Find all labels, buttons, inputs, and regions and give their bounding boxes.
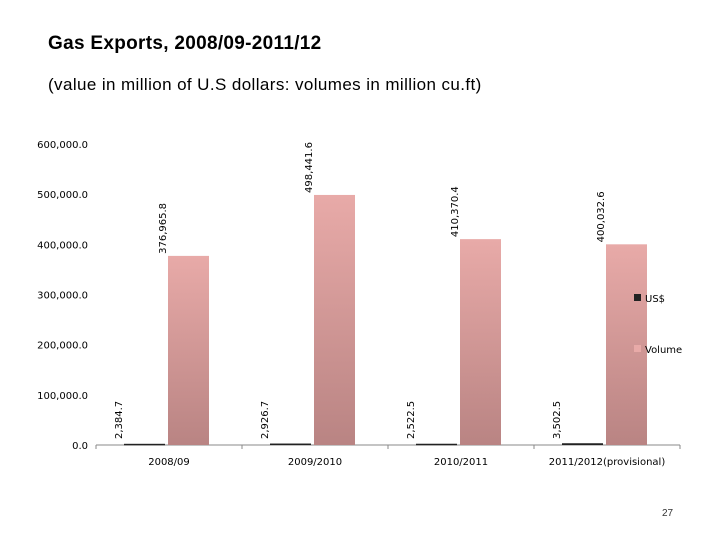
- y-tick-label: 200,000.0: [37, 341, 88, 352]
- y-tick-label: 400,000.0: [37, 240, 88, 251]
- y-tick-label: 600,000.0: [37, 140, 88, 151]
- us-bar: [416, 443, 457, 446]
- us-data-label: 2,522.5: [406, 401, 417, 439]
- slide-title: Gas Exports, 2008/09-2011/12: [48, 33, 322, 54]
- us-data-label: 3,502.5: [552, 401, 563, 439]
- us-data-label: 2,384.7: [114, 401, 125, 439]
- volume-data-label: 400,032.6: [596, 191, 607, 242]
- us-bar: [562, 443, 603, 445]
- y-tick-label: 100,000.0: [37, 391, 88, 402]
- volume-bar: [460, 239, 501, 445]
- volume-data-label: 410,370.4: [450, 186, 461, 237]
- volume-bar: [314, 194, 355, 445]
- x-category-label: 2010/2011: [434, 457, 488, 468]
- volume-bar: [606, 244, 647, 445]
- y-tick-label: 500,000.0: [37, 190, 88, 201]
- slide-subtitle: (value in million of U.S dollars: volume…: [48, 75, 482, 94]
- y-tick-label: 0.0: [72, 441, 88, 452]
- legend-label-us: US$: [645, 294, 665, 305]
- volume-data-label: 498,441.6: [304, 142, 315, 193]
- y-tick-label: 300,000.0: [37, 291, 88, 302]
- us-bar: [124, 443, 165, 446]
- x-category-label: 2011/2012(provisional): [549, 457, 666, 468]
- legend-label-volume: Volume: [645, 345, 682, 356]
- page-number: 27: [662, 508, 674, 519]
- legend-swatch-us: [634, 294, 641, 301]
- legend-swatch-volume: [634, 345, 641, 352]
- us-bar: [270, 443, 311, 446]
- x-category-label: 2009/2010: [288, 457, 342, 468]
- volume-bar: [168, 255, 209, 445]
- us-data-label: 2,926.7: [260, 401, 271, 439]
- volume-data-label: 376,965.8: [158, 203, 169, 254]
- x-category-label: 2008/09: [148, 457, 190, 468]
